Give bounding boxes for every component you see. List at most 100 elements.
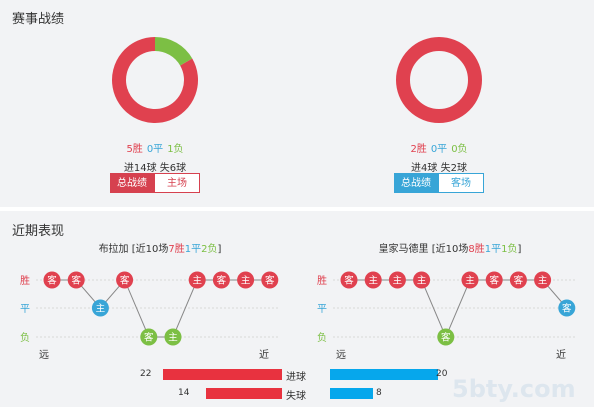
right-record-tabs: 总战绩 客场 [394,173,484,193]
right-goals-bar [330,369,438,380]
right-form-result-dot [509,271,527,289]
right-form-venue-label: 主 [417,275,427,287]
left-form-result-dot [140,328,158,346]
left-summary-wins: 7胜 [168,244,185,255]
right-goals: 进4球 失2球 [411,163,467,174]
right-form-venue-label: 主 [538,275,548,287]
right-summary-wins: 8胜 [468,244,485,255]
left-form-axis-draw: 平 [20,304,30,315]
left-form-venue-label: 主 [241,275,251,287]
left-conceded-bar [206,388,282,399]
left-losses: 1负 [167,144,184,155]
left-summary-suffix: ] [217,244,222,255]
left-donut-win-segment [112,37,198,123]
right-tab-away[interactable]: 客场 [438,173,484,193]
right-form-result-dot [340,271,358,289]
left-form-venue-label: 主 [168,332,178,344]
left-wins: 5胜 [126,144,143,155]
right-form-result-dot [485,271,503,289]
season-record-panel [0,0,594,207]
left-record-donut [112,37,198,123]
left-form-venue-label: 客 [47,275,57,287]
left-form-far-label: 远 [39,349,49,361]
left-form-result-dot [261,271,279,289]
left-record-stats: 5胜 0平 1负 进14球 失6球 [55,140,255,174]
left-goals-value: 22 [140,369,152,379]
right-form-axis-win: 胜 [317,275,327,287]
section-title-record: 赛事战绩 [12,12,65,27]
left-form-result-dot [212,271,230,289]
left-form-chart: 胜平负客 客主客客 主主客主客远近 [20,271,280,361]
right-summary-prefix: [近10场 [431,244,469,255]
right-form-axis-draw: 平 [317,304,327,315]
left-record-tabs: 总战绩 主场 [110,173,200,193]
left-goals-bar [163,369,282,380]
right-draws: 0平 [430,144,448,155]
left-tab-overall[interactable]: 总战绩 [110,173,154,193]
right-team-summary: 皇家马德里 [近10场8胜1平1负] [330,240,570,255]
section-divider [0,207,594,211]
right-record-stats: 2胜 0平 0负 进4球 失2球 [339,140,539,174]
right-form-result-dot [558,299,576,317]
right-conceded-value: 8 [376,388,382,398]
left-form-venue-label: 客 [217,275,227,287]
right-form-result-dot [413,271,431,289]
left-form-venue-label: 客 [71,275,81,287]
right-losses: 0负 [451,144,468,155]
right-tab-overall[interactable]: 总战绩 [394,173,438,193]
right-wins: 2胜 [410,144,427,155]
goals-label: 进球 [286,372,306,383]
right-form-venue-label: 客 [344,275,354,287]
left-form-near-label: 近 [259,348,269,361]
right-form-venue-label: 客 [514,275,524,287]
left-form-trend-line [52,279,270,338]
left-team-summary: 布拉加 [近10场7胜1平2负] [40,240,280,255]
left-form-result-dot [188,271,206,289]
left-form-venue-label: 客 [144,332,154,344]
left-form-result-dot [116,271,134,289]
left-conceded-value: 14 [178,388,190,398]
right-form-chart: 胜平负客主主主客主客客主客远近 [317,271,577,361]
right-form-venue-label: 客 [489,275,499,287]
left-form-venue-label: 主 [192,275,202,287]
right-team-name: 皇家马德里 [378,244,429,255]
left-summary-prefix: [近10场 [131,244,169,255]
right-donut-win-segment [396,37,482,123]
left-form-result-dot [164,328,182,346]
right-form-near-label: 近 [556,348,566,361]
right-form-venue-label: 主 [368,275,378,287]
left-form-axis-loss: 负 [20,331,30,344]
right-summary-losses: 1负 [501,244,518,255]
left-form-result-dot [43,271,61,289]
left-form-venue-label: 主 [96,303,106,315]
right-record-donut [396,37,482,123]
right-form-result-dot [364,271,382,289]
right-summary-suffix: ] [517,244,522,255]
left-form-axis-win: 胜 [20,275,30,287]
right-form-result-dot [388,271,406,289]
left-form-result-dot [237,271,255,289]
left-tab-home[interactable]: 主场 [154,173,200,193]
left-goals: 进14球 失6球 [123,163,187,174]
left-form-result-dot [91,299,109,317]
watermark-text: 5bty.com [452,375,576,403]
right-form-result-dot [461,271,479,289]
right-goals-value: 20 [436,369,448,379]
conceded-label: 失球 [286,391,306,402]
right-form-result-dot [437,328,455,346]
right-form-venue-label: 主 [465,275,475,287]
right-form-venue-label: 主 [393,275,403,287]
right-summary-draws: 1平 [484,244,502,255]
right-form-trend-line [349,279,568,339]
right-conceded-bar [330,388,374,399]
left-form-result-dot [67,271,85,289]
left-form-venue-label: 客 [265,275,275,287]
left-draws: 0平 [146,144,164,155]
left-summary-losses: 2负 [201,244,218,255]
right-form-venue-label: 客 [562,303,572,315]
left-team-name: 布拉加 [98,244,129,255]
right-form-venue-label: 客 [441,332,451,344]
left-summary-draws: 1平 [184,244,202,255]
right-form-far-label: 远 [336,349,346,361]
right-form-axis-loss: 负 [317,331,327,344]
